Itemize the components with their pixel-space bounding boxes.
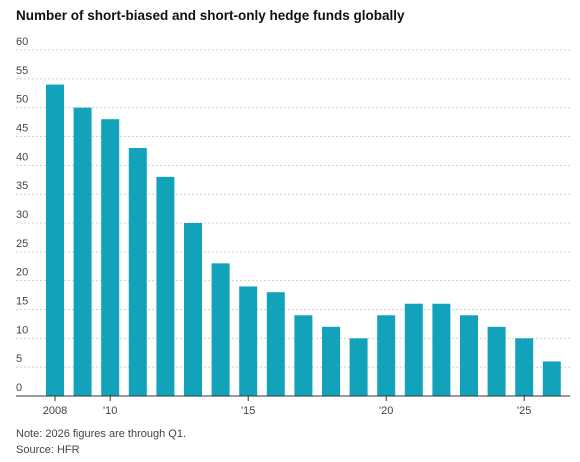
y-tick-label: 10 [16, 324, 28, 336]
y-tick-label: 60 [16, 36, 28, 48]
y-tick-label: 50 [16, 94, 28, 106]
bar [294, 315, 313, 396]
bar [515, 338, 534, 396]
y-tick-label: 20 [16, 267, 28, 279]
bar [211, 263, 230, 396]
y-tick-label: 35 [16, 180, 28, 192]
bar [184, 223, 202, 396]
x-tick-label: '20 [379, 405, 393, 417]
y-tick-label: 40 [16, 151, 28, 163]
bar [542, 361, 561, 396]
bar [460, 315, 478, 396]
x-tick-label: '25 [517, 405, 531, 417]
bar [101, 119, 120, 396]
y-tick-label: 30 [16, 209, 28, 221]
bar [377, 315, 396, 396]
x-tick-label: '15 [241, 405, 255, 417]
bar [487, 326, 506, 396]
note: Note: 2026 figures are through Q1. [16, 428, 186, 440]
y-tick-label: 15 [16, 296, 28, 308]
x-tick-label: '10 [103, 405, 117, 417]
chart-title: Number of short-biased and short-only he… [16, 8, 405, 23]
bar [432, 303, 451, 396]
bar [266, 292, 285, 396]
x-tick-label: 2008 [43, 405, 67, 417]
bar [322, 326, 340, 396]
source: Source: HFR [16, 444, 80, 456]
y-tick-label: 0 [16, 382, 22, 394]
bar [239, 286, 258, 396]
y-tick-label: 45 [16, 123, 28, 135]
bar [404, 303, 423, 396]
y-tick-label: 5 [16, 353, 22, 365]
bar [46, 84, 64, 396]
y-tick-label: 25 [16, 238, 28, 250]
bar [73, 107, 92, 397]
bar [128, 148, 147, 396]
bar [349, 338, 368, 396]
y-tick-label: 55 [16, 65, 28, 77]
bar [156, 176, 175, 396]
